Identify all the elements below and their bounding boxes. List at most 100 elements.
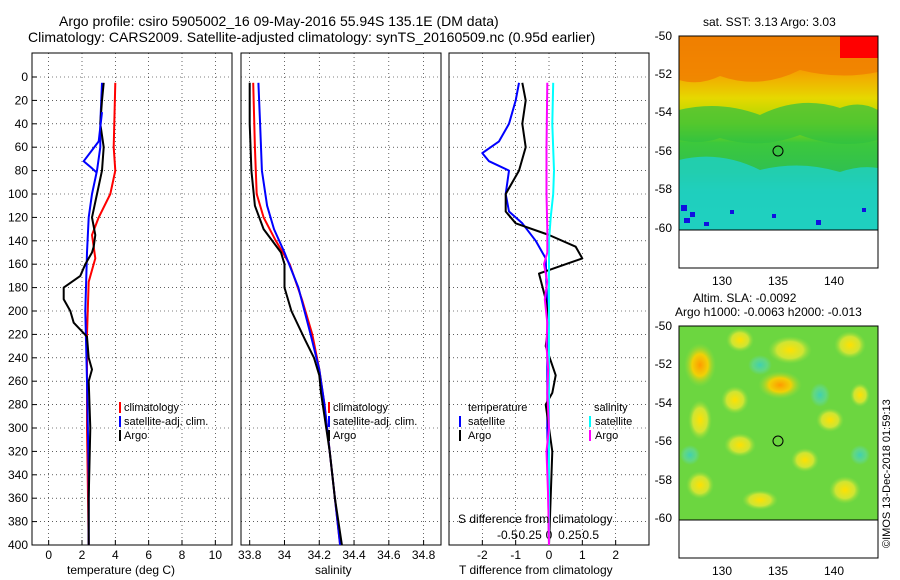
y-tick-label: 320 bbox=[8, 444, 28, 458]
sla-blob bbox=[688, 400, 712, 440]
sla-blob bbox=[686, 471, 714, 499]
sla-xtick: 135 bbox=[768, 564, 788, 578]
series-line-t-argo bbox=[504, 82, 584, 546]
legend-title-salinity: salinity bbox=[594, 402, 628, 414]
x-tick-label: 34.2 bbox=[308, 548, 332, 562]
sst-warm-band bbox=[679, 36, 878, 83]
sla-blob bbox=[680, 445, 700, 465]
sla-blob bbox=[768, 336, 812, 364]
difference-xlabel: T difference from climatology bbox=[459, 563, 613, 577]
sla-blob bbox=[850, 445, 870, 465]
series-line-satellite-wiggle bbox=[82, 111, 103, 174]
y-tick-label: 300 bbox=[8, 421, 28, 435]
x-tick-label: 34.8 bbox=[412, 548, 436, 562]
series-line-satellite-adj-clim- bbox=[84, 82, 103, 545]
x-tick-label: 34 bbox=[278, 548, 292, 562]
y-tick-label: 340 bbox=[8, 468, 28, 482]
sla-xtick: 140 bbox=[824, 564, 844, 578]
difference-panel: -2 -1 0 1 2-0.5-0.25 0 0.25 0.5 bbox=[448, 52, 650, 562]
sst-hot-patch bbox=[840, 36, 878, 58]
y-tick-label: 260 bbox=[8, 374, 28, 388]
y-tick-label: 220 bbox=[8, 327, 28, 341]
s-tick-label: -0.25 bbox=[514, 528, 542, 542]
sst-argo-location-marker bbox=[772, 145, 784, 157]
x-tick-label: 34.4 bbox=[342, 548, 366, 562]
sla-ytick: -56 bbox=[655, 434, 673, 448]
sst-map-lower-frame bbox=[678, 229, 879, 269]
watermark: ©IMOS 13-Dec-2018 01:59:13 bbox=[881, 399, 893, 548]
salinity-legend: climatology satellite-adj. clim. Argo bbox=[328, 402, 417, 442]
sla-blob bbox=[829, 476, 861, 504]
temperature-legend: climatology satellite-adj. clim. Argo bbox=[119, 402, 208, 442]
s-tick-label: -0.5 bbox=[497, 528, 518, 542]
y-tick-label: 80 bbox=[15, 164, 29, 178]
y-tick-label: 180 bbox=[8, 281, 28, 295]
y-tick-label: 280 bbox=[8, 398, 28, 412]
sla-xticks: 130 135 140 bbox=[712, 564, 844, 578]
sla-blob bbox=[726, 328, 754, 352]
salinity-panel: 33.8 34 34.2 34.4 34.6 34.8 bbox=[238, 52, 442, 562]
x-tick-label: 10 bbox=[209, 548, 223, 562]
x-tick-label: 2 bbox=[79, 548, 86, 562]
sst-map bbox=[678, 35, 879, 269]
y-tick-label: 240 bbox=[8, 351, 28, 365]
sla-ytick: -54 bbox=[655, 396, 673, 410]
plot-frame bbox=[31, 52, 233, 546]
sst-ytick: -60 bbox=[655, 221, 673, 235]
y-tick-label: 380 bbox=[8, 515, 28, 529]
sst-xtick: 130 bbox=[712, 274, 732, 288]
x-tick-label: 4 bbox=[112, 548, 119, 562]
salinity-xlabel: salinity bbox=[315, 563, 352, 577]
x-tick-label: 6 bbox=[145, 548, 152, 562]
s-tick-label: 0.5 bbox=[582, 528, 599, 542]
x-tick-label: -2 bbox=[477, 548, 488, 562]
sla-blob bbox=[684, 343, 716, 387]
y-tick-label: 100 bbox=[8, 187, 28, 201]
sla-blob bbox=[748, 355, 772, 375]
sst-xtick: 140 bbox=[824, 274, 844, 288]
series-line-argo bbox=[248, 82, 343, 546]
y-tick-label: 360 bbox=[8, 491, 28, 505]
sla-ytick: -50 bbox=[655, 319, 673, 333]
sla-blob bbox=[810, 383, 830, 407]
x-tick-label: 0 bbox=[546, 548, 553, 562]
x-tick-label: 2 bbox=[612, 548, 619, 562]
legend-label-satellite: satellite-adj. clim. bbox=[124, 416, 208, 428]
legend-label-satellite: satellite-adj. clim. bbox=[333, 416, 417, 428]
sst-ytick: -56 bbox=[655, 144, 673, 158]
legend-label-s-satellite: satellite bbox=[595, 416, 632, 428]
y-tick-label: 60 bbox=[15, 140, 29, 154]
figure-title-line2: Climatology: CARS2009. Satellite-adjuste… bbox=[28, 29, 595, 45]
sla-map-title2: Argo h1000: -0.0063 h2000: -0.013 bbox=[675, 305, 862, 319]
series-line-s-satellite bbox=[548, 82, 555, 545]
y-tick-label: 200 bbox=[8, 304, 28, 318]
sla-ytick: -58 bbox=[655, 473, 673, 487]
sst-yticks: -50 -52 -54 -56 -58 -60 bbox=[655, 29, 673, 235]
y-tick-label: 160 bbox=[8, 257, 28, 271]
legend-label-argo: Argo bbox=[124, 430, 147, 442]
x-tick-label: 0 bbox=[45, 548, 52, 562]
x-tick-label: 8 bbox=[179, 548, 186, 562]
sst-map-title: sat. SST: 3.13 Argo: 3.03 bbox=[703, 15, 836, 29]
y-tick-label: 140 bbox=[8, 234, 28, 248]
y-tick-label: 20 bbox=[15, 93, 29, 107]
x-tick-label: 33.8 bbox=[238, 548, 262, 562]
sla-blob bbox=[758, 371, 802, 399]
y-tick-label: 400 bbox=[8, 538, 28, 552]
sst-ytick: -50 bbox=[655, 29, 673, 43]
x-tick-label: 1 bbox=[579, 548, 586, 562]
legend-label-s-argo: Argo bbox=[595, 430, 618, 442]
series-line-climatology bbox=[252, 82, 342, 546]
y-tick-label: 40 bbox=[15, 117, 29, 131]
temperature-panel: 0204060801001201401601802002202402602803… bbox=[8, 52, 233, 562]
sla-map-lower-frame bbox=[678, 519, 879, 559]
series-line-argo bbox=[62, 82, 105, 545]
sla-blob bbox=[791, 448, 819, 472]
sla-blob bbox=[721, 386, 749, 414]
legend-title-temperature: temperature bbox=[468, 402, 527, 414]
y-tick-label: 0 bbox=[21, 70, 28, 84]
sla-blob bbox=[834, 331, 866, 359]
x-tick-label: 34.6 bbox=[377, 548, 401, 562]
legend-label-climatology: climatology bbox=[124, 402, 180, 414]
